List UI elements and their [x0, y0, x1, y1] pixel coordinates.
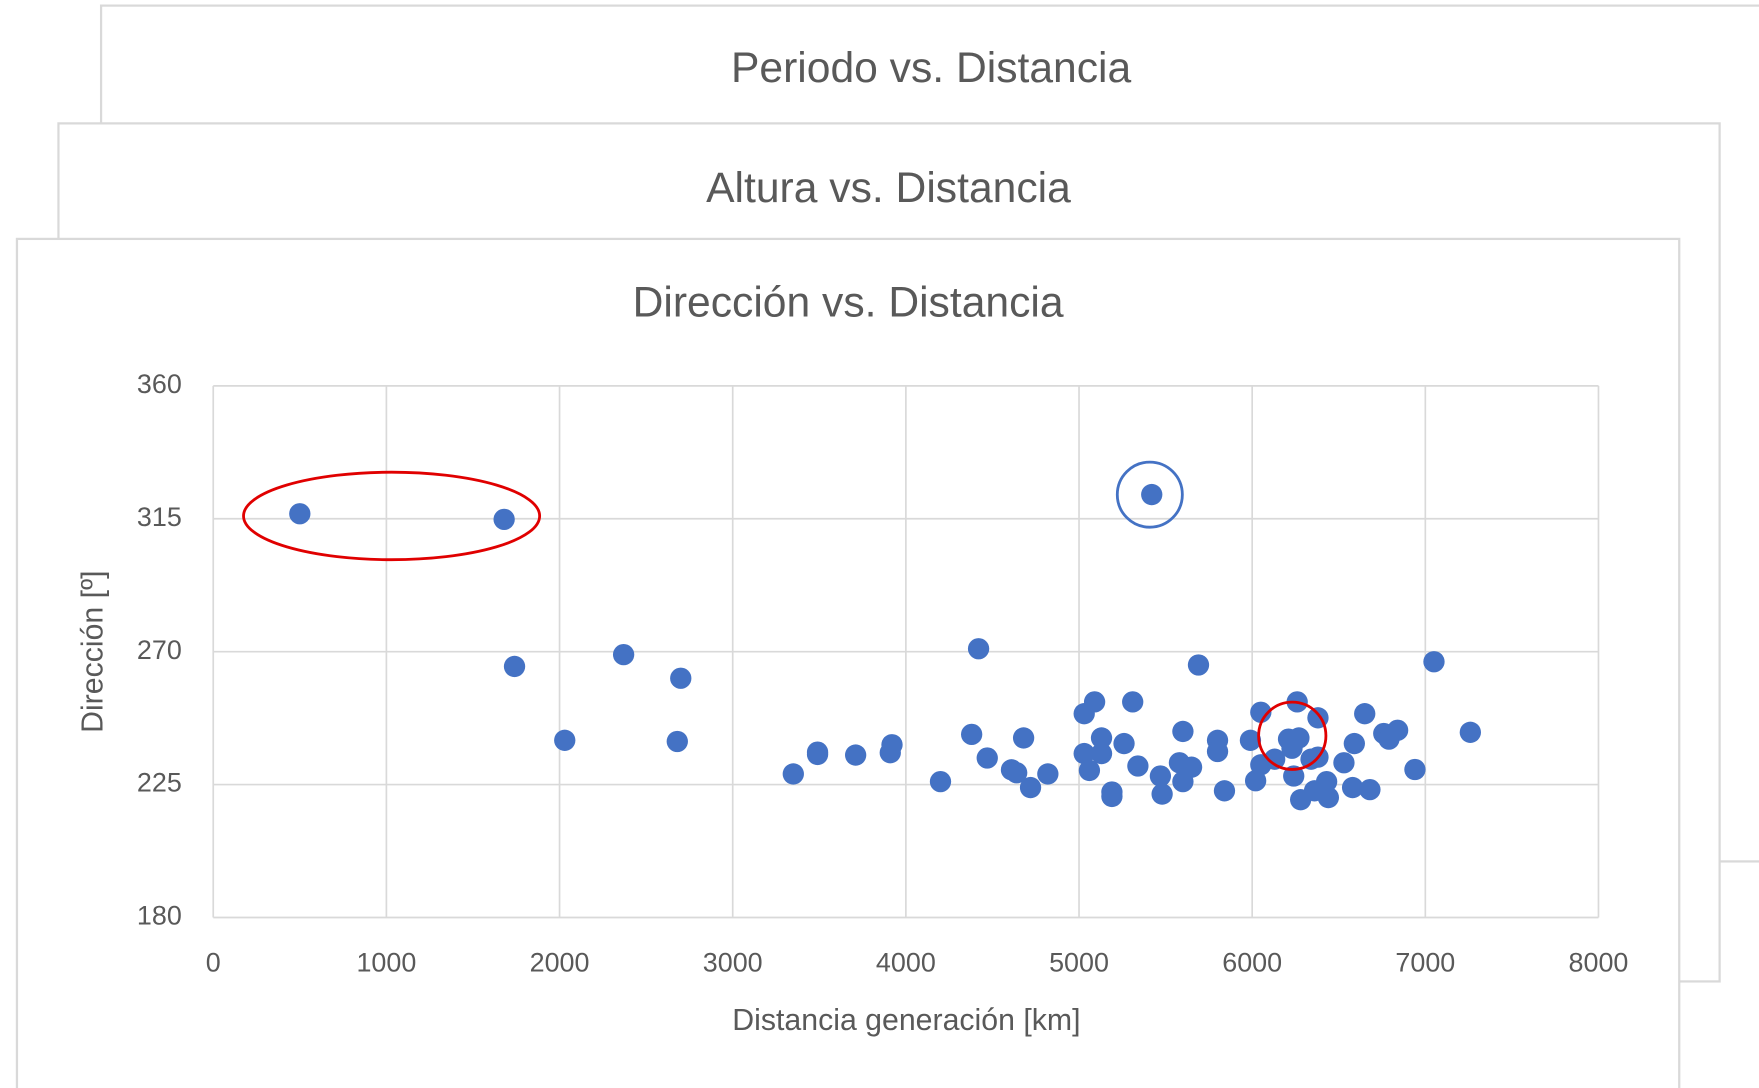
- card-title: Altura vs. Distancia: [706, 164, 1071, 212]
- point: [612, 643, 635, 666]
- point: [1213, 780, 1236, 802]
- point: [1019, 776, 1042, 799]
- point: [961, 723, 983, 746]
- x-tick-label: 2000: [530, 948, 590, 978]
- x-tick-label: 6000: [1222, 948, 1282, 978]
- point: [1101, 785, 1123, 808]
- point: [1127, 755, 1149, 777]
- point: [493, 508, 515, 531]
- chart-title: Dirección vs. Distancia: [633, 278, 1064, 326]
- point: [1404, 758, 1426, 781]
- point: [554, 729, 576, 751]
- point: [1317, 786, 1340, 809]
- point: [1343, 732, 1365, 755]
- point: [844, 744, 867, 766]
- point: [1264, 748, 1286, 770]
- card-title: Periodo vs. Distancia: [731, 44, 1132, 92]
- point: [1122, 691, 1144, 713]
- x-tick-label: 1000: [356, 948, 416, 978]
- x-tick-label: 0: [206, 948, 221, 978]
- point: [1459, 721, 1481, 743]
- point: [1078, 759, 1101, 782]
- point: [1090, 742, 1113, 765]
- point: [967, 638, 990, 660]
- y-tick-label: 270: [137, 635, 182, 665]
- point: [1090, 727, 1113, 749]
- point: [1250, 701, 1272, 723]
- point: [879, 742, 901, 764]
- y-tick-label: 360: [137, 369, 182, 399]
- y-tick-label: 180: [137, 901, 182, 931]
- point: [1341, 776, 1364, 799]
- plot-area: 180 225 270 315 360 0 1000 2000 3000 4000 5000 6000…: [137, 369, 1628, 978]
- point: [1151, 783, 1173, 805]
- point: [1288, 727, 1310, 749]
- highlight-ellipse: [242, 470, 542, 562]
- point: [1141, 483, 1163, 506]
- point: [1083, 691, 1106, 713]
- point: [976, 747, 998, 769]
- point: [1187, 654, 1210, 676]
- highlight-circle: [1115, 460, 1184, 529]
- y-tick-label: 315: [137, 502, 182, 532]
- card-direccion: [15, 237, 1681, 1088]
- point: [289, 503, 311, 525]
- point: [929, 770, 952, 793]
- y-axis-label: Dirección [º]: [76, 570, 109, 732]
- point: [1172, 720, 1194, 743]
- y-tick-label: 225: [137, 768, 182, 798]
- x-tick-label: 5000: [1049, 948, 1109, 978]
- point: [1423, 651, 1445, 673]
- point: [1180, 756, 1203, 778]
- point: [1333, 752, 1355, 774]
- point: [1037, 763, 1059, 785]
- x-axis-label: Distancia generación [km]: [732, 1004, 1080, 1037]
- point: [1359, 778, 1381, 801]
- x-tick-label: 3000: [703, 948, 763, 978]
- point: [1006, 762, 1028, 784]
- point: [1073, 742, 1095, 765]
- point: [782, 763, 804, 785]
- x-tick-label: 8000: [1569, 948, 1629, 978]
- point: [503, 655, 526, 678]
- point: [1354, 703, 1376, 725]
- point: [1149, 765, 1172, 787]
- point: [1315, 770, 1338, 793]
- point: [1239, 729, 1262, 751]
- point: [1386, 719, 1409, 741]
- point: [666, 730, 688, 753]
- point: [1283, 765, 1305, 787]
- point: [670, 667, 692, 689]
- point: [806, 743, 829, 766]
- x-tick-label: 7000: [1395, 948, 1455, 978]
- x-tick-label: 4000: [876, 948, 936, 978]
- point: [1206, 740, 1229, 763]
- point: [1012, 727, 1035, 749]
- point: [1113, 732, 1135, 755]
- highlight-circle: [1257, 700, 1328, 771]
